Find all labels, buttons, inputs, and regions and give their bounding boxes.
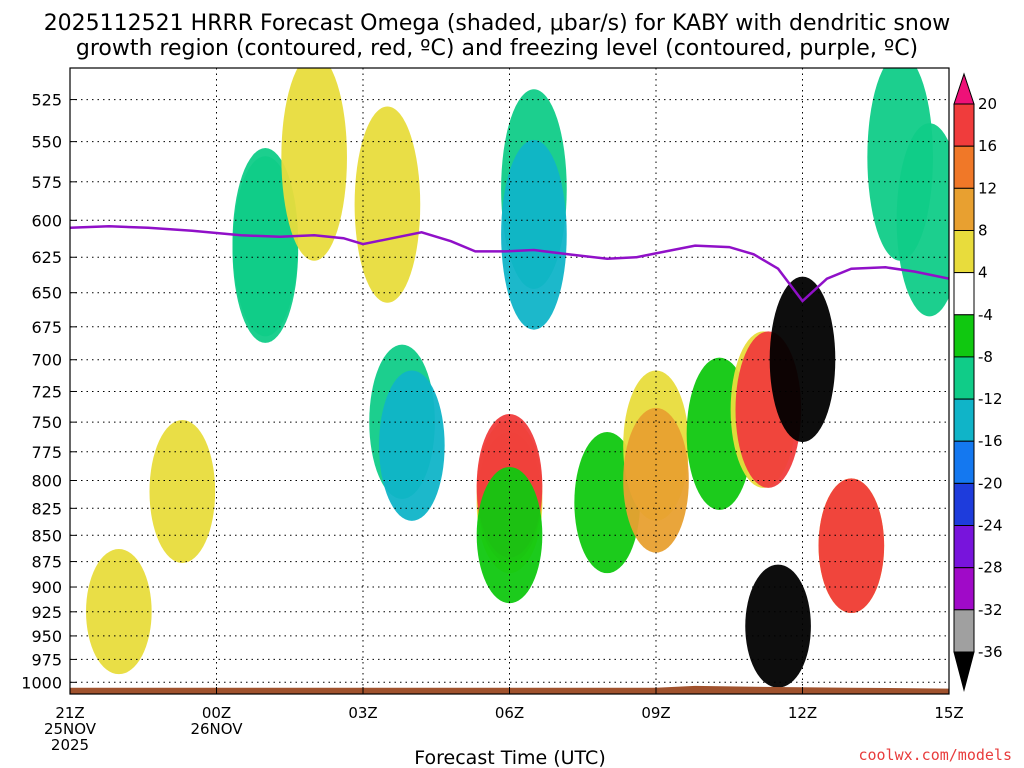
colorbar-box-4 (953, 230, 975, 274)
colorbar-box-11 (953, 525, 975, 569)
omega-cell-7 (379, 370, 445, 521)
colorbar-label-9: -20 (978, 474, 1003, 492)
colorbar-label-4: 4 (978, 264, 988, 282)
omega-cell-3 (232, 148, 299, 337)
colorbar-box-2 (953, 145, 975, 189)
colorbar-label-2: 12 (978, 179, 997, 197)
colorbar-arrow-bottom (953, 651, 975, 692)
y-tick-label-2: 575 (31, 173, 62, 192)
colorbar-label-11: -28 (978, 559, 1003, 577)
colorbar-box-9 (953, 440, 975, 484)
omega-cell-23 (818, 478, 885, 613)
colorbar-box-10 (953, 482, 975, 527)
x-tick-label-1-1: 00Z (202, 704, 231, 722)
colorbar-label-10: -24 (978, 517, 1003, 535)
gridlines (70, 68, 949, 694)
colorbar-box-12 (953, 567, 975, 611)
omega-cell-12 (501, 139, 567, 330)
colorbar-label-3: 8 (978, 221, 988, 239)
x-tick-label-1-2: 26NOV (190, 720, 243, 738)
y-tick-label-1: 550 (31, 133, 62, 152)
freezing-level-line (70, 225, 949, 303)
omega-cell-16 (623, 407, 689, 553)
x-tick-label-0-1: 21Z (55, 704, 84, 722)
y-tick-label-5: 650 (31, 284, 62, 303)
x-tick-label-4-1: 09Z (641, 704, 670, 722)
colorbar-box-3 (953, 187, 975, 232)
colorbar-box-5 (953, 272, 975, 316)
colorbar-label-8: -16 (978, 432, 1003, 450)
colorbar-box-13 (953, 609, 975, 653)
y-tick-label-3: 600 (31, 211, 62, 230)
omega-cell-0 (86, 549, 152, 675)
colorbar-box-6 (953, 314, 975, 358)
chart-title-line-1: 2025112521 HRRR Forecast Omega (shaded, … (44, 11, 951, 36)
colorbar-label-5: -4 (978, 306, 993, 324)
colorbar: 20 16 12 8 4 -4 -8 -12 -16 -20 -24 -28 -32 -36 (953, 72, 1003, 692)
chart-title-line-2: growth region (contoured, red, ºC) and f… (76, 36, 918, 61)
y-tick-label-11: 800 (31, 472, 62, 491)
x-tick-label-3-1: 06Z (495, 704, 524, 722)
y-axis-ticks: 525 550 575 600 625 650 675 700 725 750 775 800 825 8… (21, 91, 77, 692)
colorbar-arrow-top (953, 72, 975, 105)
y-tick-label-8: 725 (31, 382, 62, 401)
omega-cell-5 (354, 106, 421, 303)
colorbar-label-12: -32 (978, 601, 1003, 619)
y-tick-label-13: 850 (31, 526, 62, 545)
y-tick-label-12: 825 (31, 499, 62, 518)
y-tick-label-14: 875 (31, 553, 62, 572)
y-tick-label-19: 1000 (21, 673, 62, 692)
colorbar-box-7 (953, 356, 975, 400)
colorbar-label-0: 20 (978, 95, 997, 113)
y-tick-label-0: 525 (31, 91, 62, 110)
omega-cell-21 (745, 564, 811, 688)
colorbar-label-6: -8 (978, 348, 993, 366)
colorbar-label-13: -36 (978, 643, 1003, 661)
x-tick-label-2-1: 03Z (348, 704, 377, 722)
omega-cell-13 (476, 466, 543, 604)
omega-cell-14 (574, 431, 640, 574)
y-tick-label-6: 675 (31, 318, 62, 337)
omega-cell-4 (281, 68, 347, 261)
y-tick-label-10: 775 (31, 443, 62, 462)
omega-shading (86, 68, 949, 688)
credit-text: coolwx.com/models (858, 746, 1012, 764)
colorbar-label-7: -12 (978, 390, 1003, 408)
colorbar-box-1 (953, 103, 975, 147)
y-tick-label-15: 900 (31, 578, 62, 597)
x-tick-label-0-2: 25NOV (44, 720, 97, 738)
y-tick-label-7: 700 (31, 351, 62, 370)
y-tick-label-18: 975 (31, 650, 62, 669)
x-tick-label-6-1: 15Z (934, 704, 963, 722)
y-tick-label-4: 625 (31, 248, 62, 267)
plot-area (70, 68, 949, 694)
x-tick-label-0-3: 2025 (51, 736, 89, 754)
y-tick-label-16: 925 (31, 603, 62, 622)
omega-cell-1 (149, 419, 216, 563)
y-tick-label-17: 950 (31, 627, 62, 646)
y-tick-label-9: 750 (31, 413, 62, 432)
x-axis-label: Forecast Time (UTC) (414, 747, 605, 768)
colorbar-box-8 (953, 398, 975, 442)
colorbar-label-1: 16 (978, 137, 997, 155)
x-tick-label-5-1: 12Z (788, 704, 817, 722)
freezing-level-layer (70, 225, 949, 303)
